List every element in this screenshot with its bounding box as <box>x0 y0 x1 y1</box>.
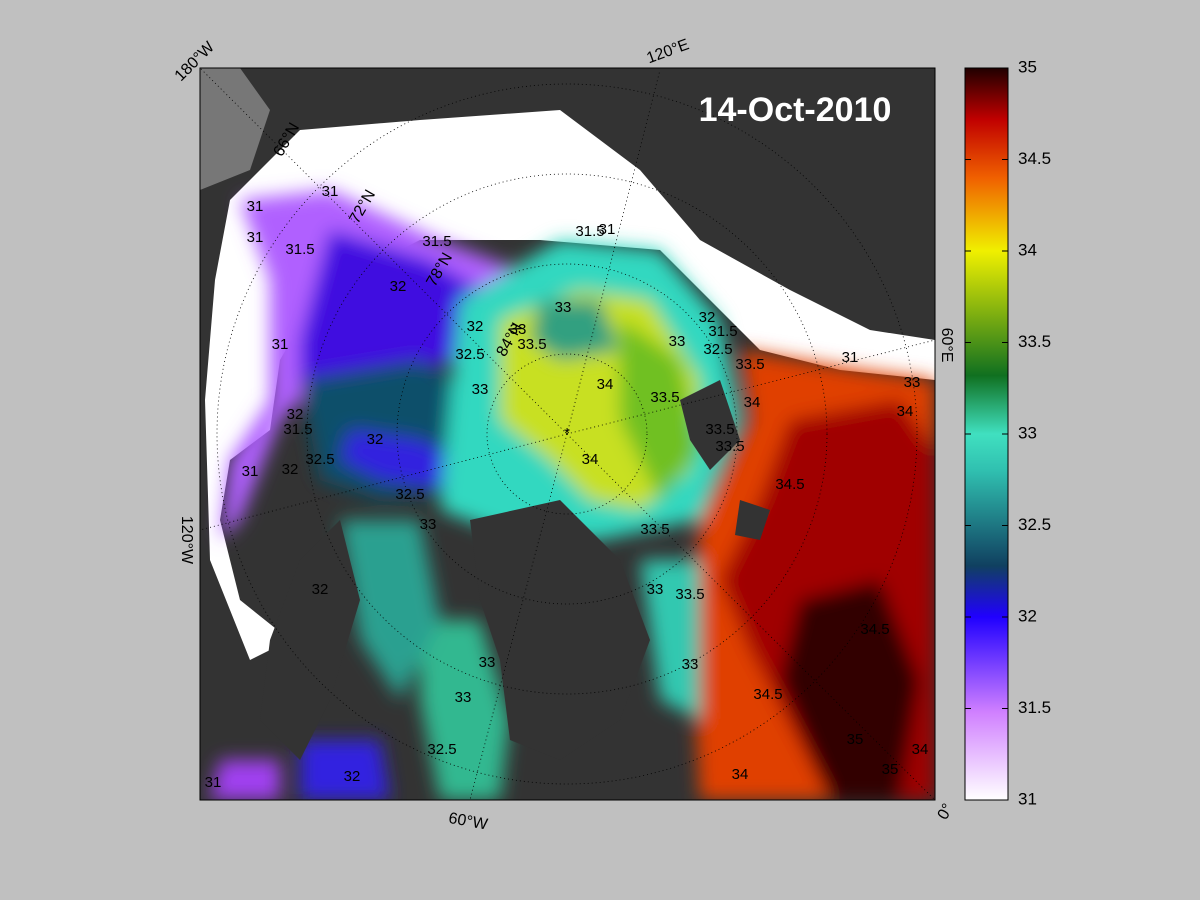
longitude-label: 60°W <box>447 810 490 834</box>
contour-label: 34 <box>597 376 614 393</box>
contour-label: 32 <box>390 278 407 295</box>
contour-label: 33 <box>669 333 686 350</box>
contour-label: 32 <box>467 318 484 335</box>
contour-label: 31.5 <box>575 223 604 240</box>
contour-label: 32.5 <box>427 741 456 758</box>
contour-label: 33.5 <box>715 438 744 455</box>
contour-label: 35 <box>847 731 864 748</box>
contour-label: 32 <box>282 461 299 478</box>
contour-label: 33 <box>420 516 437 533</box>
contour-label: 31 <box>242 463 259 480</box>
contour-label: 33.5 <box>675 586 704 603</box>
colorbar-tick-label: 34.5 <box>1018 149 1051 168</box>
land-archipelago <box>260 520 360 760</box>
land-gray <box>200 68 270 190</box>
colorbar-tick-label: 35 <box>1018 57 1037 76</box>
contour-label: 34 <box>732 766 749 783</box>
contour-label: 34 <box>582 451 599 468</box>
colorbar-tick-label: 32 <box>1018 606 1037 625</box>
longitude-label: 0° <box>935 801 957 823</box>
contour-label: 32.5 <box>395 486 424 503</box>
contour-label: 31 <box>205 774 222 791</box>
contour-label: 33 <box>647 581 664 598</box>
contour-label: 31.5 <box>283 421 312 438</box>
contour-label: 32.5 <box>703 341 732 358</box>
contour-label: 33.5 <box>517 336 546 353</box>
contour-label: 32.5 <box>305 451 334 468</box>
contour-label: 34.5 <box>860 621 889 638</box>
colorbar <box>964 67 1009 801</box>
contour-label: 31 <box>842 349 859 366</box>
contour-label: 33 <box>904 374 921 391</box>
land-greenland <box>470 500 650 760</box>
contour-label: 33.5 <box>640 521 669 538</box>
contour-label: 33 <box>555 299 572 316</box>
longitude-label: 60°E <box>938 328 955 363</box>
contour-label: 31 <box>247 229 264 246</box>
contour-label: 32 <box>312 581 329 598</box>
contour-label: 32.5 <box>455 346 484 363</box>
contour-label: 33.5 <box>705 421 734 438</box>
contour-label: 31.5 <box>422 233 451 250</box>
contour-label: 31.5 <box>285 241 314 258</box>
contour-label: 33 <box>472 381 489 398</box>
colorbar-tick-label: 31.5 <box>1018 698 1051 717</box>
graticule <box>200 68 935 800</box>
contour-label: 33 <box>510 321 527 338</box>
contour-label: 33 <box>479 654 496 671</box>
contour-label: 32 <box>699 309 716 326</box>
contour-label: 31.5 <box>708 323 737 340</box>
contour-label: 34 <box>744 394 761 411</box>
map: * <box>200 68 935 800</box>
colorbar-tick-label: 33 <box>1018 423 1037 442</box>
contour-label: 32 <box>367 431 384 448</box>
land-svalbard <box>680 380 740 470</box>
colorbar-tick-label: 32.5 <box>1018 515 1051 534</box>
date-title: 14-Oct-2010 <box>699 91 892 129</box>
contour-label: 33.5 <box>735 356 764 373</box>
contour-label: 32 <box>344 768 361 785</box>
contour-label: 34 <box>912 741 929 758</box>
colorbar-tick-label: 34 <box>1018 240 1037 259</box>
pole-marker: * <box>564 425 570 442</box>
contour-label: 34.5 <box>753 686 782 703</box>
contour-label: 33.5 <box>650 389 679 406</box>
contour-label: 34.5 <box>775 476 804 493</box>
salinity-field <box>210 190 935 800</box>
contour-label: 34 <box>897 403 914 420</box>
map-frame <box>199 67 936 801</box>
longitude-label: 120°E <box>644 36 691 67</box>
contour-label: 33 <box>455 689 472 706</box>
contour-label: 31 <box>247 198 264 215</box>
contour-label: 31 <box>599 221 616 238</box>
colorbar-tick-label: 33.5 <box>1018 332 1051 351</box>
contour-label: 33 <box>682 656 699 673</box>
contour-label: 32 <box>287 406 304 423</box>
colorbar-tick-label: 31 <box>1018 789 1037 808</box>
contour-label: 31 <box>322 183 339 200</box>
land-island <box>735 500 770 540</box>
contour-label: 31 <box>272 336 289 353</box>
longitude-label: 120°W <box>178 516 195 565</box>
contour-label: 35 <box>882 761 899 778</box>
